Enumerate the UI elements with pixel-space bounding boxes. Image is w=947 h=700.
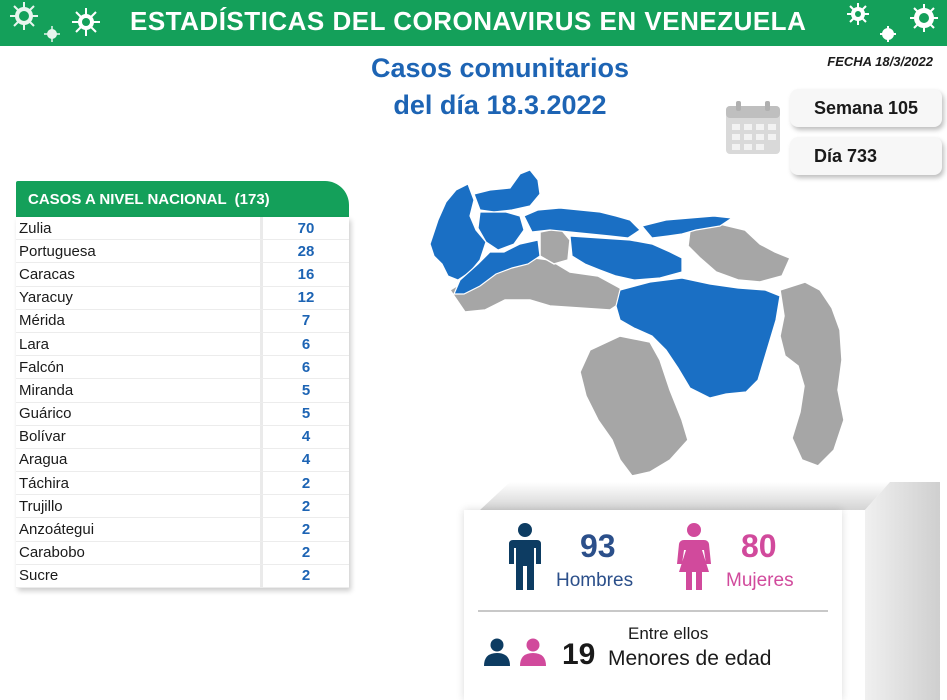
state-name: Guárico <box>16 402 263 425</box>
case-count: 16 <box>297 265 315 283</box>
table-title: CASOS A NIVEL NACIONAL <box>28 190 227 208</box>
table-row: Bolívar 4 <box>16 425 349 449</box>
virus-icon <box>10 2 60 42</box>
table-row: Yaracuy 12 <box>16 286 349 310</box>
women-label: Mujeres <box>726 570 794 591</box>
table-row: Mérida 7 <box>16 309 349 333</box>
state-name: Lara <box>16 332 263 356</box>
subtitle-line1: Casos comunitarios <box>370 53 630 83</box>
cases-table: CASOS A NIVEL NACIONAL (173) Zulia 70 Port… <box>16 181 349 588</box>
case-count: 5 <box>301 381 311 399</box>
case-count: 2 <box>301 544 311 562</box>
table-row: Caracas 16 <box>16 263 349 287</box>
panel-backdrop <box>480 482 940 700</box>
case-count: 70 <box>297 219 315 237</box>
state-name: Falcón <box>16 356 263 379</box>
case-count: 7 <box>301 312 311 330</box>
table-row: Portuguesa 28 <box>16 240 349 264</box>
table-row: Sucre 2 <box>16 564 349 588</box>
state-name: Sucre <box>16 564 263 587</box>
boy-icon <box>484 638 510 666</box>
man-icon <box>509 523 541 590</box>
minors-intro: Entre ellos <box>628 624 709 643</box>
case-count: 2 <box>301 521 311 539</box>
state-name: Carabobo <box>16 541 263 564</box>
minors-label: Menores de edad <box>608 647 772 670</box>
virus-icon <box>72 8 100 36</box>
state-name: Mérida <box>16 309 263 332</box>
venezuela-map <box>429 169 845 477</box>
week-badge: Semana 105 <box>790 89 942 127</box>
state-name: Trujillo <box>16 495 263 518</box>
table-body: Zulia 70 Portuguesa 28 Caracas 16 Yaracuy 12 Mér… <box>16 217 349 588</box>
panel-divider <box>478 610 828 612</box>
case-count: 4 <box>301 428 311 446</box>
header-banner: ESTADÍSTICAS DEL CORONAVIRUS EN VENEZUEL… <box>0 0 947 46</box>
state-name: Aragua <box>16 448 263 472</box>
case-count: 2 <box>301 567 311 585</box>
state-name: Táchira <box>16 472 263 495</box>
table-row: Trujillo 2 <box>16 495 349 519</box>
men-label: Hombres <box>556 570 634 591</box>
table-row: Aragua 4 <box>16 448 349 473</box>
subtitle-line2: del día 18.3.2022 <box>393 90 607 120</box>
table-row: Anzoátegui 2 <box>16 518 349 542</box>
case-count: 28 <box>297 242 315 260</box>
girl-icon <box>520 638 546 666</box>
table-total: (173) <box>234 190 270 208</box>
map-affected-states <box>429 169 781 399</box>
case-count: 6 <box>301 358 311 376</box>
table-row: Guárico 5 <box>16 402 349 426</box>
state-name: Miranda <box>16 379 263 402</box>
banner-title: ESTADÍSTICAS DEL CORONAVIRUS EN VENEZUEL… <box>130 6 807 36</box>
table-header: CASOS A NIVEL NACIONAL (173) <box>16 181 349 217</box>
case-count: 4 <box>301 451 311 469</box>
case-count: 6 <box>301 335 311 353</box>
date-label: FECHA 18/3/2022 <box>827 54 933 69</box>
calendar-icon <box>726 101 780 154</box>
state-name: Bolívar <box>16 425 263 448</box>
case-count: 12 <box>297 289 315 307</box>
virus-icon <box>847 3 938 42</box>
table-row: Lara 6 <box>16 332 349 357</box>
men-count: 93 <box>580 528 616 564</box>
page-subtitle: Casos comunitarios del día 18.3.2022 <box>340 50 660 124</box>
table-row: Falcón 6 <box>16 356 349 380</box>
case-count: 5 <box>301 405 311 423</box>
minors-count: 19 <box>562 638 596 671</box>
state-name: Yaracuy <box>16 286 263 309</box>
day-badge: Día 733 <box>790 137 942 175</box>
state-name: Anzoátegui <box>16 518 263 541</box>
table-row: Carabobo 2 <box>16 541 349 565</box>
table-row: Táchira 2 <box>16 472 349 496</box>
state-name: Zulia <box>16 217 263 240</box>
state-name: Portuguesa <box>16 240 263 263</box>
woman-icon <box>677 523 711 590</box>
women-count: 80 <box>741 528 777 564</box>
state-name: Caracas <box>16 263 263 286</box>
table-row: Zulia 70 <box>16 217 349 241</box>
table-row: Miranda 5 <box>16 379 349 403</box>
case-count: 2 <box>301 474 311 492</box>
case-count: 2 <box>301 497 311 515</box>
